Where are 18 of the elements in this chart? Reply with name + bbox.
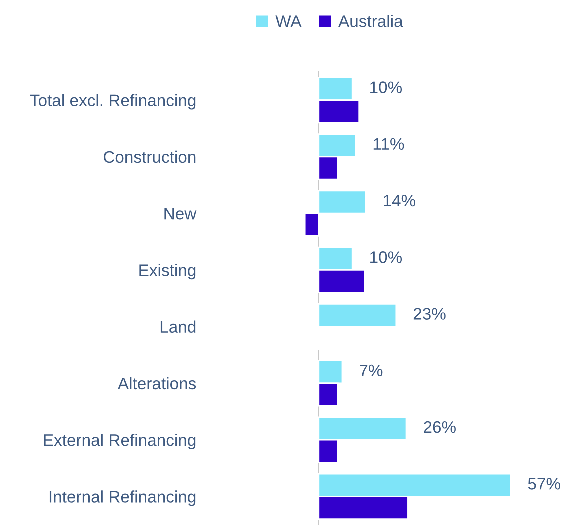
y-tick-label: Alterations bbox=[118, 377, 196, 390]
legend-label: WA bbox=[276, 16, 302, 28]
data-label: 57% bbox=[528, 478, 560, 490]
y-tick-label: Total excl. Refinancing bbox=[30, 94, 196, 110]
y-tick-label: Construction bbox=[104, 150, 196, 164]
legend-label: Australia bbox=[338, 15, 404, 28]
data-label: 10% bbox=[370, 252, 402, 264]
y-tick-label: Land bbox=[160, 320, 196, 334]
y-tick-label: Existing bbox=[140, 264, 196, 280]
data-label: 7% bbox=[360, 364, 383, 377]
data-label: 26% bbox=[424, 421, 456, 434]
data-label: 11% bbox=[374, 138, 404, 150]
data-label: 14% bbox=[384, 194, 416, 207]
data-label: 23% bbox=[414, 308, 446, 320]
y-tick-label: External Refinancing bbox=[44, 434, 196, 450]
y-tick-label: New bbox=[164, 208, 197, 220]
y-tick-label: Internal Refinancing bbox=[50, 490, 196, 506]
data-label: 10% bbox=[370, 82, 402, 94]
